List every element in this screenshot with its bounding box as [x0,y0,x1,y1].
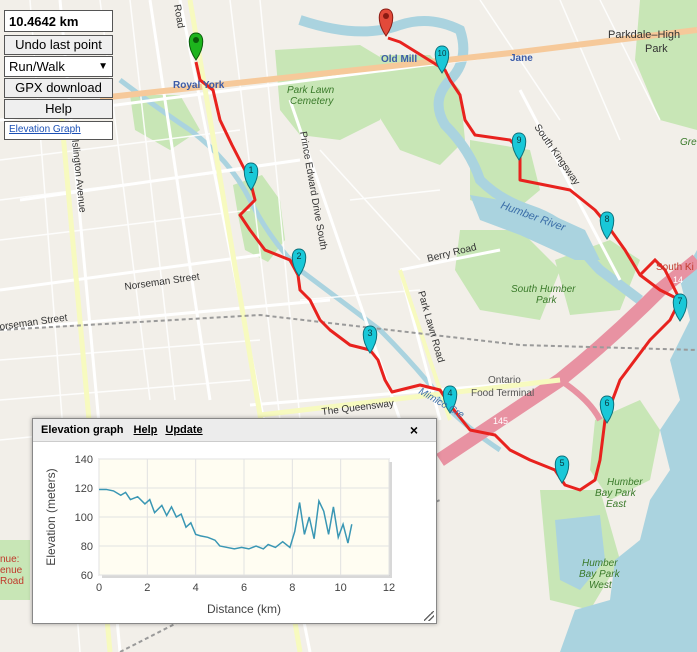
waypoint-marker-icon[interactable]: 3 [362,325,378,354]
x-tick-label: 10 [335,582,347,594]
x-axis-label: Distance (km) [207,602,281,616]
the-queensway [259,377,561,418]
waypoint-marker-icon[interactable]: 10 [434,45,450,74]
humber-river-wide [470,195,600,260]
elevation-graph-panel: Elevation graph Help Update × 60 80 100 120… [32,418,437,624]
bloor-street [99,27,697,101]
waypoint-marker-icon[interactable]: 6 [599,395,615,424]
waypoint-label: 8 [604,214,609,224]
label-south-humber-2: Park [536,295,558,306]
label-road-top: Road [171,4,186,29]
y-axis-label: Elevation (meters) [44,468,58,565]
lake-ontario [560,250,697,652]
waypoint-marker-icon[interactable]: 7 [672,293,688,322]
chevron-down-icon: ▼ [98,61,108,72]
waypoint-marker-icon[interactable]: 2 [291,248,307,277]
label-humber-bay-west-2: Bay Park [579,569,621,580]
y-tick-label: 80 [81,541,93,553]
label-south-ki: South Ki [656,262,694,273]
label-old-mill: Old Mill [381,54,417,65]
y-tick-label: 60 [81,570,93,582]
x-tick-label: 2 [144,582,150,594]
x-tick-label: 12 [383,582,395,594]
y-tick-label: 100 [75,512,93,524]
y-tick-label: 120 [75,483,93,495]
label-south-humber-1: South Humber [511,284,576,295]
elevation-panel-title: Elevation graph [41,424,124,436]
x-tick-label: 8 [289,582,295,594]
label-parkdale-1: Parkdale–High [608,29,680,41]
label-park-lawn-1: Park Lawn [287,85,335,96]
x-tick-label: 0 [96,582,102,594]
label-avenue-cut-1: nue: [0,554,19,565]
label-park-lawn-2: Cemetery [290,96,334,107]
elevation-graph-link[interactable]: Elevation Graph [4,121,113,140]
marina-water [555,515,605,590]
start-marker-icon[interactable] [188,32,204,61]
label-hwy-14: 14 [673,275,683,285]
label-parkdale-2: Park [645,43,668,55]
highway-ramp [558,377,603,422]
route-line [194,36,682,492]
help-button[interactable]: Help [4,99,113,119]
railway [0,313,697,351]
label-road-cut: Road [0,576,24,587]
waypoint-label: 5 [559,458,564,468]
elevation-chart: 60 80 100 120 140 0 2 4 6 8 10 12 Distance (km) Eleva… [44,454,395,616]
waypoint-markers: 1 2 3 4 5 6 7 8 9 10 [243,45,688,484]
label-humber-bay-east-1: Humber [607,477,643,488]
waypoint-marker-icon[interactable]: 1 [243,162,259,191]
label-hwy-145: 145 [493,416,508,426]
waypoint-label: 6 [604,398,609,408]
route-branch [638,257,682,301]
mode-select[interactable]: Run/Walk ▼ [4,56,113,77]
waypoint-label: 3 [367,328,372,338]
waypoint-label: 9 [516,135,521,145]
label-ontario-food-1: Ontario [488,375,521,386]
label-humber-bay-west-3: West [589,580,613,591]
label-humber-bay-east-3: East [606,499,627,510]
waypoint-label: 1 [248,165,253,175]
waypoint-marker-icon[interactable]: 8 [599,211,615,240]
waypoint-label: 4 [447,388,452,398]
end-marker-icon[interactable] [378,8,394,37]
waypoint-label: 10 [438,49,447,58]
label-avenue-cut-2: enue [0,565,23,576]
resize-handle-icon[interactable] [424,611,434,621]
label-humber-bay-east-2: Bay Park [595,488,637,499]
waypoint-label: 7 [677,296,682,306]
waypoint-marker-icon[interactable]: 9 [511,132,527,161]
close-icon[interactable]: × [409,422,418,438]
label-ontario-food-2: Food Terminal [471,388,534,399]
x-tick-label: 6 [241,582,247,594]
waypoint-marker-icon[interactable]: 4 [442,385,458,414]
elevation-series-line [99,488,353,550]
distance-readout: 10.4642 km [4,10,113,32]
elevation-panel-header[interactable]: Elevation graph Help Update × [33,419,436,442]
gpx-download-button[interactable]: GPX download [4,78,113,98]
label-gre-cut: Gre [680,137,697,148]
y-tick-label: 140 [75,454,93,466]
label-jane: Jane [510,53,533,64]
waypoint-label: 2 [296,251,301,261]
elevation-update-link[interactable]: Update [165,424,203,436]
label-royal-york: Royal York [173,80,225,91]
x-tick-label: 4 [193,582,199,594]
waypoint-marker-icon[interactable]: 5 [554,455,570,484]
label-humber-bay-west-1: Humber [582,558,618,569]
mode-select-value: Run/Walk [9,59,65,74]
undo-last-point-button[interactable]: Undo last point [4,35,113,55]
elevation-help-link[interactable]: Help [133,424,158,436]
